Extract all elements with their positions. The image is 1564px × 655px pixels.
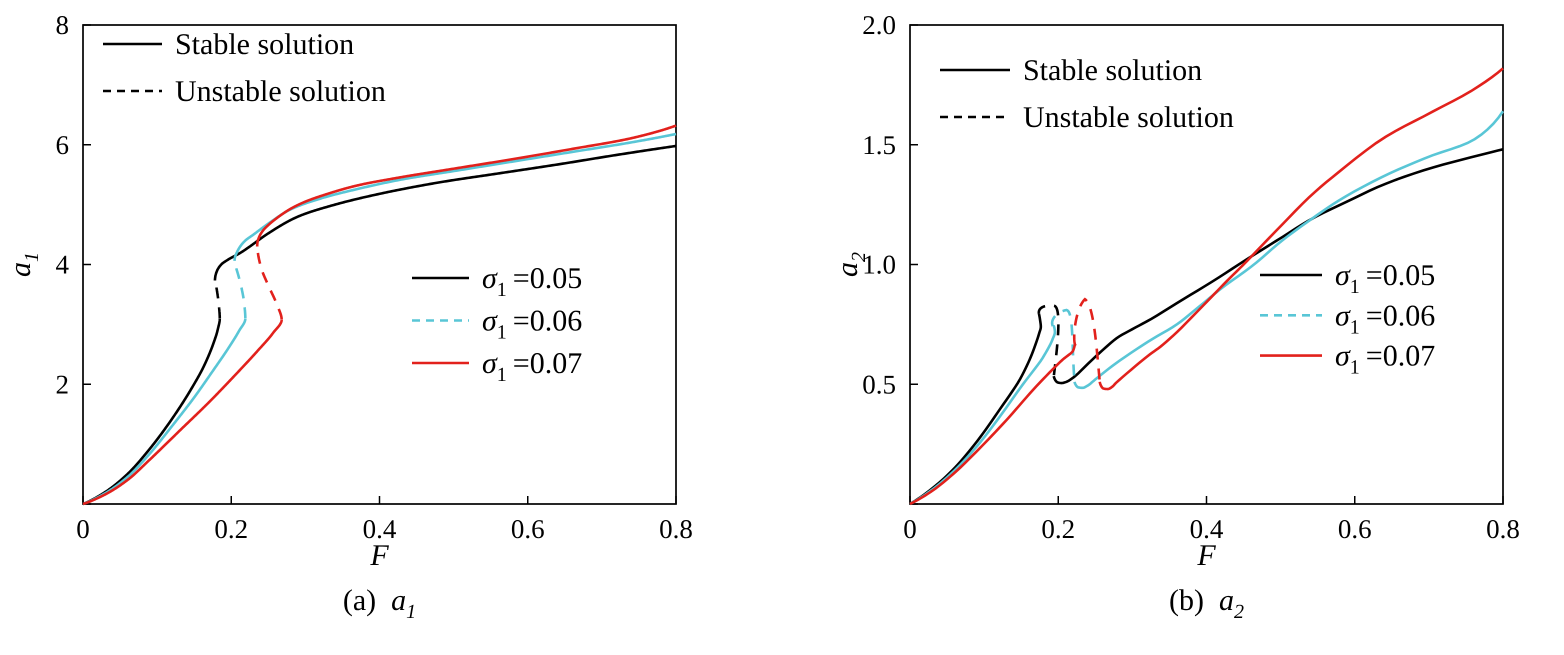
svg-text:F: F: [369, 539, 389, 572]
svg-text:0: 0: [903, 514, 917, 544]
svg-text:0: 0: [76, 514, 90, 544]
svg-text:0.6: 0.6: [511, 514, 545, 544]
svg-text:0.5: 0.5: [862, 369, 896, 399]
svg-text:Unstable solution: Unstable solution: [175, 75, 386, 108]
svg-text:8: 8: [56, 10, 70, 40]
svg-text:F: F: [1196, 539, 1216, 572]
svg-text:0.2: 0.2: [214, 514, 248, 544]
svg-text:Unstable solution: Unstable solution: [1023, 101, 1234, 134]
svg-text:4: 4: [56, 250, 70, 280]
svg-text:0.6: 0.6: [1338, 514, 1372, 544]
svg-text:1.5: 1.5: [862, 130, 896, 160]
svg-text:0.8: 0.8: [659, 514, 693, 544]
svg-text:Stable solution: Stable solution: [175, 28, 354, 61]
svg-text:2.0: 2.0: [862, 10, 896, 40]
svg-text:0.8: 0.8: [1486, 514, 1520, 544]
svg-text:Stable solution: Stable solution: [1023, 54, 1202, 87]
svg-text:6: 6: [56, 130, 70, 160]
svg-text:0.2: 0.2: [1041, 514, 1075, 544]
svg-text:2: 2: [56, 369, 70, 399]
